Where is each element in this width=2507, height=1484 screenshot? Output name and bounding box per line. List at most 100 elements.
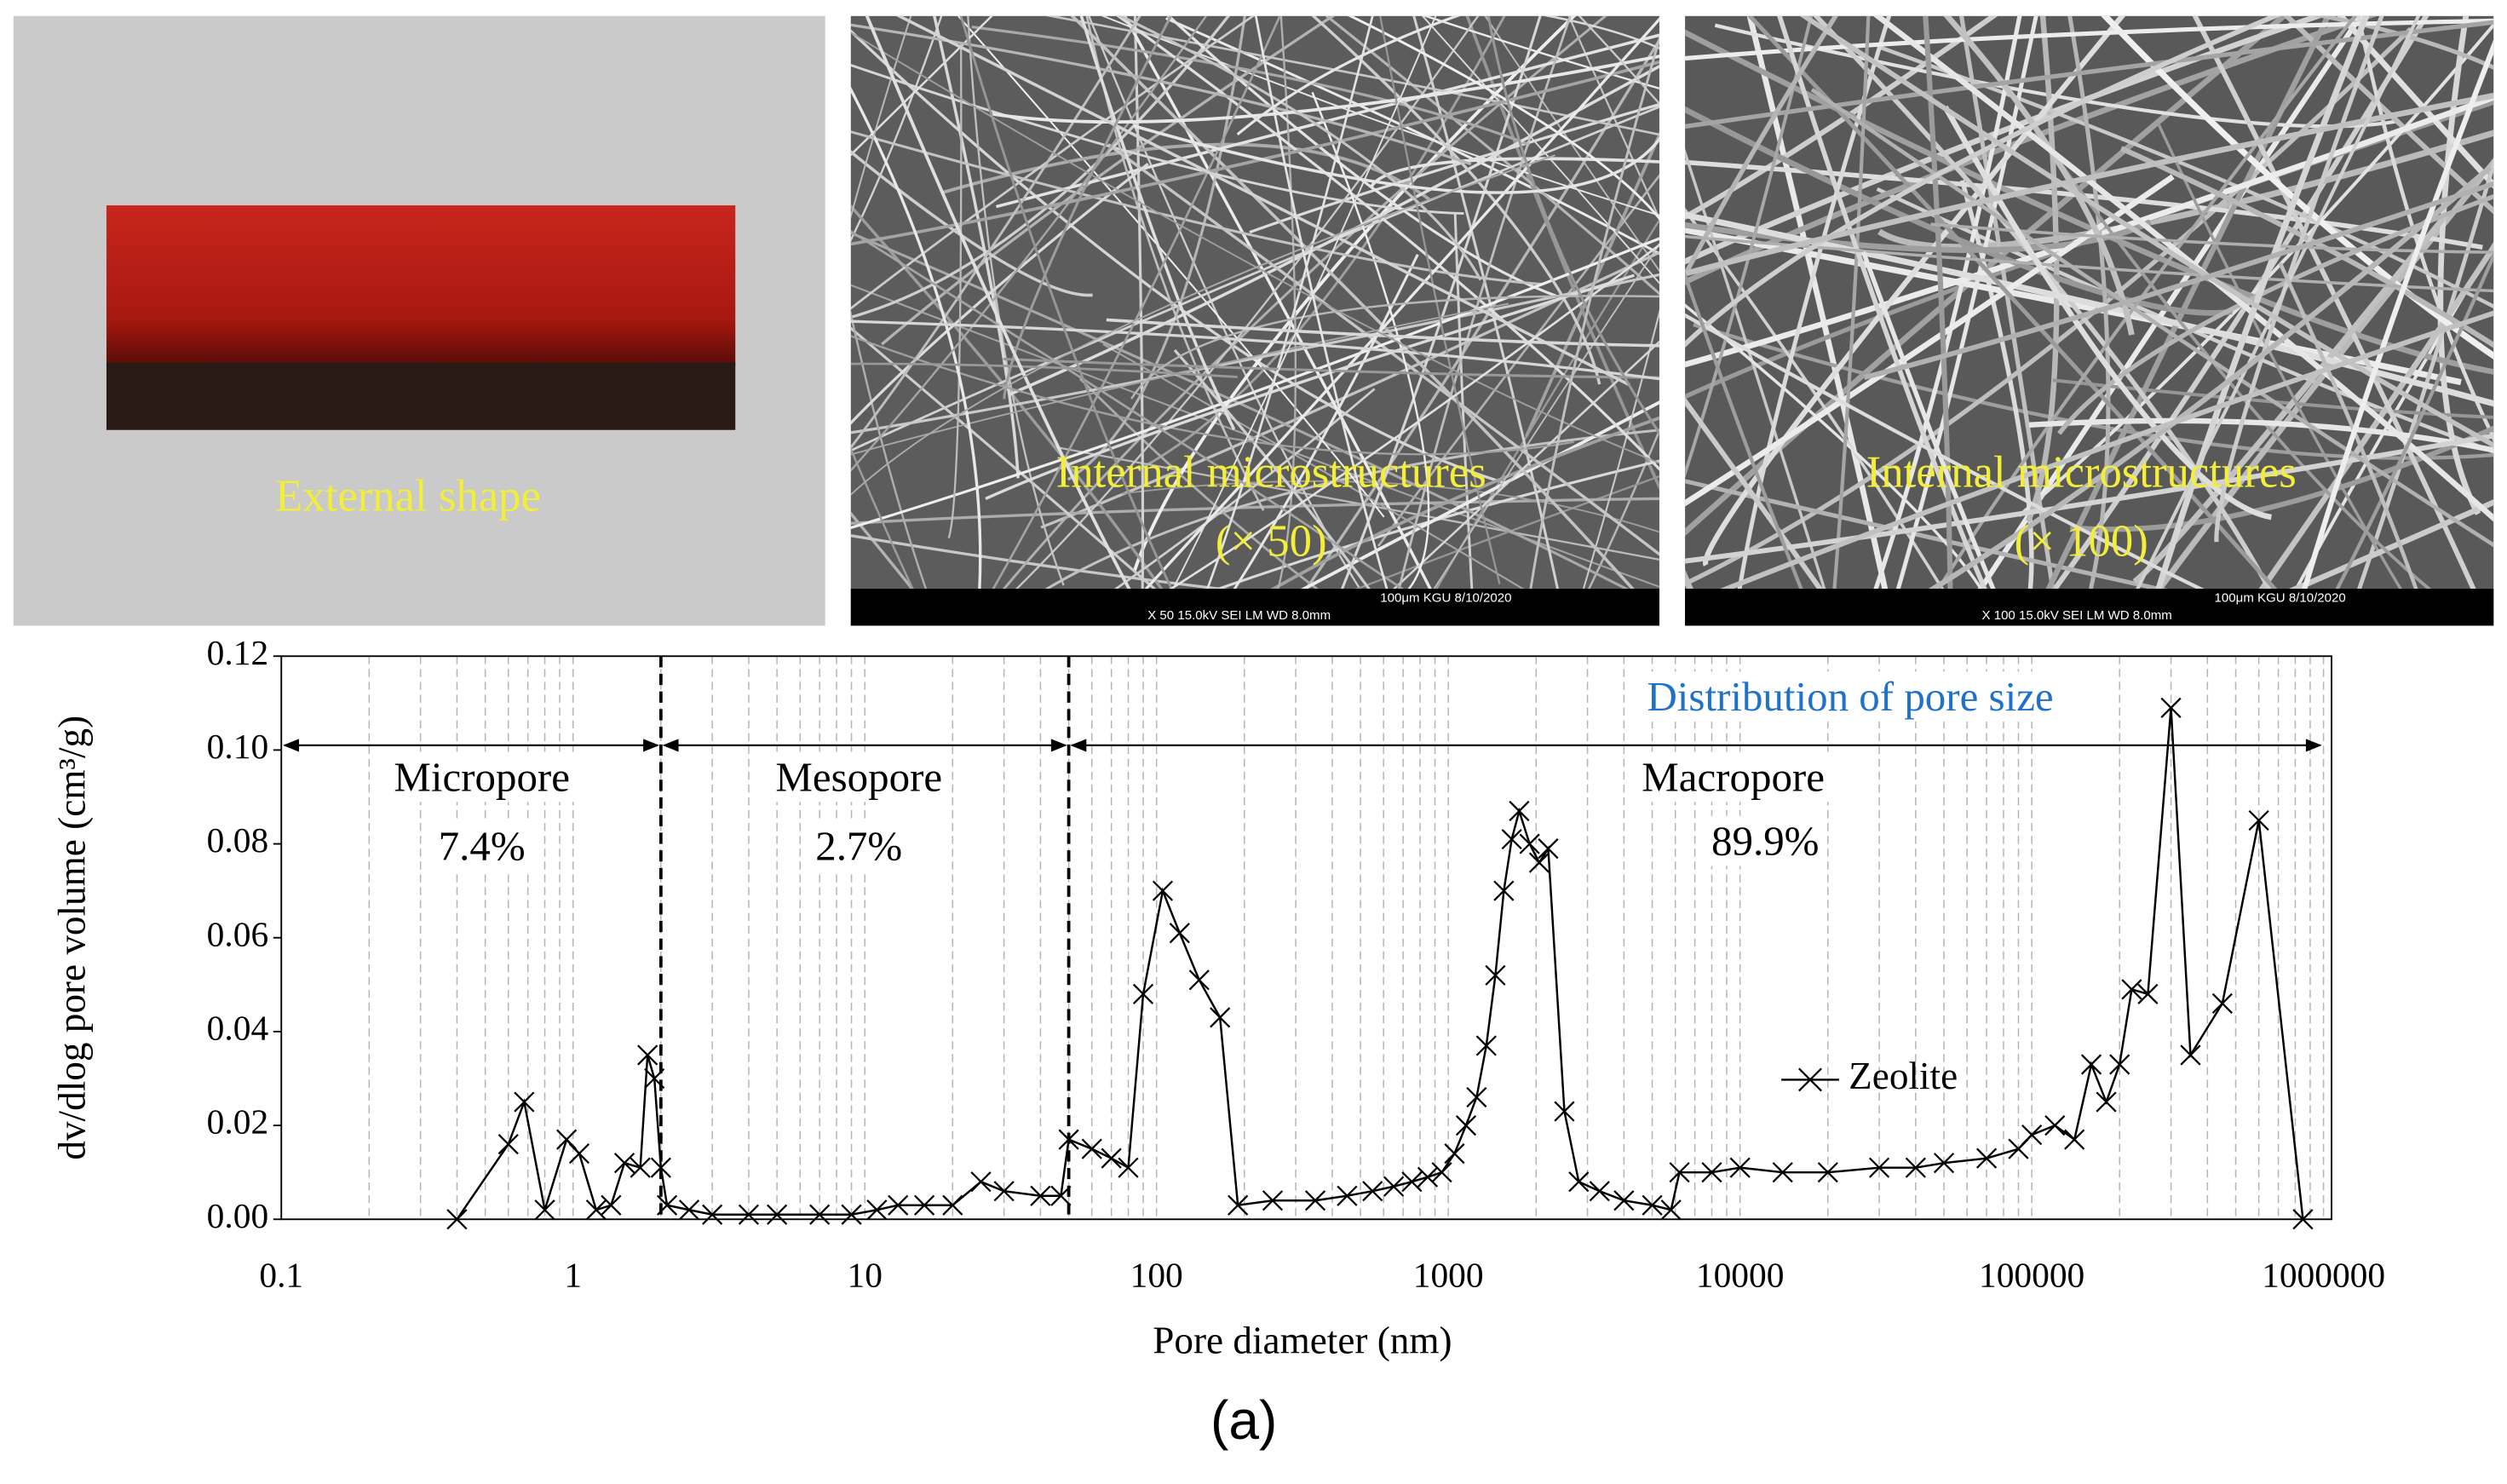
fiber [1746,15,1889,590]
fiber [850,15,1141,450]
annotation-bg [387,751,577,802]
fiber [1958,15,2056,590]
marker [534,1199,555,1221]
fiber [1863,181,2494,380]
fiber [1685,174,2175,507]
chart: 0.1 1 10 100 1000 10000 100000 1000000 0.00 0.02 0… [51,633,2386,1362]
fiber [850,86,982,590]
fiber [1685,100,2494,400]
fiber [850,497,1659,526]
fiber [1685,396,1824,590]
marker [1262,1190,1284,1211]
scale-text: X 50 15.0kV SEI LM WD 8.0mm [1147,608,1331,623]
fiber [1453,212,1474,590]
fiber [2070,425,2494,532]
fiber [1486,15,1659,436]
marker [568,1143,590,1165]
marker [1501,828,1522,850]
marker [2080,1054,2102,1075]
fiber [1215,459,1659,590]
x-tick-label: 1 [564,1255,582,1294]
series-line [456,707,2304,1220]
fiber [850,446,914,590]
fiber [957,15,1385,518]
marker [1475,1035,1497,1056]
marker [1118,1157,1139,1178]
fiber [2192,15,2476,590]
y-tick-label: 0.10 [207,727,269,766]
fiber [1123,15,1432,590]
marker [446,1209,468,1230]
fiber [1928,164,2493,590]
fiber [2302,39,2494,590]
marker [2137,983,2159,1004]
marker [2109,1054,2130,1075]
marker [1933,1153,1955,1174]
x-tick-label: 10000 [1696,1255,1785,1294]
photo-external: External shape [13,15,825,626]
fiber [2156,121,2403,590]
marker [1729,1157,1751,1178]
marker [970,1171,992,1193]
fiber [850,29,1509,486]
marker [1528,852,1550,873]
marker [1798,1067,1822,1092]
y-tick-label: 0.12 [207,633,269,672]
y-tick-label: 0.08 [207,820,269,860]
marker [2211,992,2233,1014]
fiber [996,34,1659,209]
marker [678,1199,700,1221]
marker [1975,1148,1998,1169]
marker [702,1204,723,1225]
annotation: Micropore [394,753,570,800]
marker [1817,1162,1838,1183]
fiber [1107,143,1659,556]
x-tick-label: 100 [1130,1255,1183,1294]
fiber [850,309,928,590]
y-axis-title: dv/dlog pore volume (cm³/g) [51,716,94,1160]
fiber [850,60,1659,246]
marker [1050,1185,1072,1206]
x-tick-label: 100000 [1979,1255,2084,1294]
fiber [1685,15,1814,479]
annotation-bg [768,751,949,802]
fiber [865,15,1131,590]
fiber [2258,242,2494,590]
fiber [1484,15,1659,273]
marker [1509,800,1530,822]
fiber [1685,234,2494,293]
fiber [1015,15,1480,590]
fiber [1144,16,1659,590]
fiber [1799,15,2494,448]
scale-text: 100μm KGU 8/10/2020 [1380,590,1511,605]
fiber [1233,254,1419,590]
marker [585,1199,607,1221]
fiber [1525,130,1659,437]
fiber [1392,340,1659,590]
marker [1228,1194,1249,1216]
y-tick-label: 0.06 [207,914,269,953]
fiber [1133,124,1659,194]
fiber [1169,243,1659,590]
fiber [1543,15,1659,50]
scale-text: 100μm KGU 8/10/2020 [2215,590,2346,605]
marker [1868,1157,1890,1178]
fiber [896,15,1630,387]
annotation: Distribution of pore size [1647,673,2053,720]
fiber [850,204,1164,590]
annotation: Mesopore [775,753,942,800]
y-tick-label: 0.02 [207,1102,269,1142]
fiber [1254,15,1389,590]
annotation: 89.9% [1711,818,1819,865]
photo-sem-100: 100μm KGU 8/10/2020 X 100 15.0kV SEI LM … [1685,15,2494,626]
marker [914,1194,935,1216]
fiber [2136,15,2421,590]
marker [1058,1129,1079,1150]
fiber [1079,15,1236,430]
fiber [1685,303,1983,590]
fiber [1277,15,1297,590]
fiber [2155,15,2370,590]
fiber [992,55,1659,124]
marker [2180,1044,2201,1066]
